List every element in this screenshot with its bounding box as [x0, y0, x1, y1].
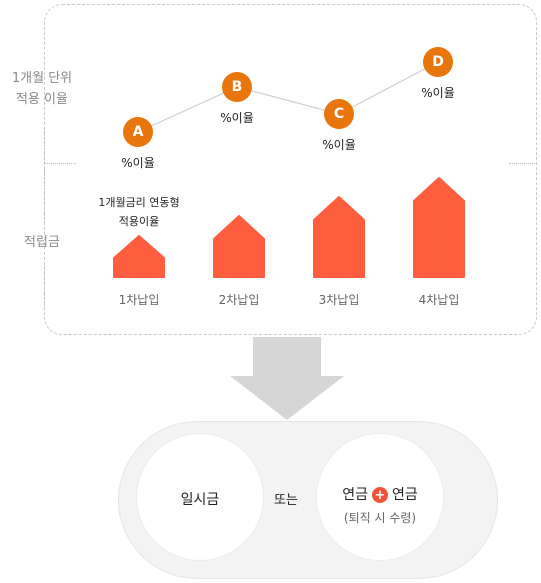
rate-point-b-label: %이율 [220, 111, 254, 125]
linked-rate-annotation-line1: 1개월금리 연동형 [98, 196, 180, 209]
rate-axis-label: 1개월 단위 적용 이율 [0, 68, 84, 110]
deposit-axis-label: 적립금 [24, 235, 60, 250]
axis-divider-middle [44, 170, 45, 222]
illustration-frame [44, 4, 537, 335]
axis-divider-top [44, 128, 45, 164]
deposit-bar-1 [113, 235, 165, 278]
rate-axis-label-line1: 1개월 단위 [11, 71, 73, 86]
deposit-bar-2-label: 2차납입 [218, 293, 260, 307]
linked-rate-annotation-line2: 적용이율 [118, 215, 160, 228]
deposit-bar-1-label: 1차납입 [118, 293, 160, 307]
rate-point-b-badge: B [222, 72, 252, 102]
deposit-bar-4-label: 4차납입 [418, 293, 460, 307]
deposit-bar-3 [313, 196, 365, 278]
plus-icon: + [372, 487, 388, 503]
rate-point-d-label: %이율 [421, 86, 455, 100]
rate-point-d-badge: D [423, 47, 453, 77]
section-divider-left [44, 163, 76, 164]
rate-point-a-label: %이율 [121, 156, 155, 170]
rate-axis-label-line2: 적용 이율 [16, 92, 68, 107]
or-label: 또는 [274, 493, 298, 508]
deposit-bar-3-label: 3차납입 [318, 293, 360, 307]
annuity-label-b: 연금 [392, 487, 418, 503]
section-divider-right [509, 163, 537, 164]
axis-divider-bottom [44, 266, 45, 306]
lump-sum-option: 일시금 [136, 433, 264, 561]
deposit-bar-2 [213, 215, 265, 278]
annuity-option: 연금 + 연금 (퇴직 시 수령) [316, 433, 444, 561]
annuity-subtitle: (퇴직 시 수령) [343, 511, 417, 525]
rate-point-c-badge: C [324, 99, 354, 129]
lump-sum-label: 일시금 [180, 492, 220, 508]
annuity-combo-line: 연금 + 연금 [317, 484, 443, 504]
deposit-bar-4 [413, 177, 465, 278]
annuity-label-a: 연금 [342, 487, 368, 503]
rate-point-a-badge: A [123, 117, 153, 147]
linked-rate-annotation: 1개월금리 연동형 적용이율 [79, 193, 199, 231]
rate-point-c-label: %이율 [322, 138, 356, 152]
